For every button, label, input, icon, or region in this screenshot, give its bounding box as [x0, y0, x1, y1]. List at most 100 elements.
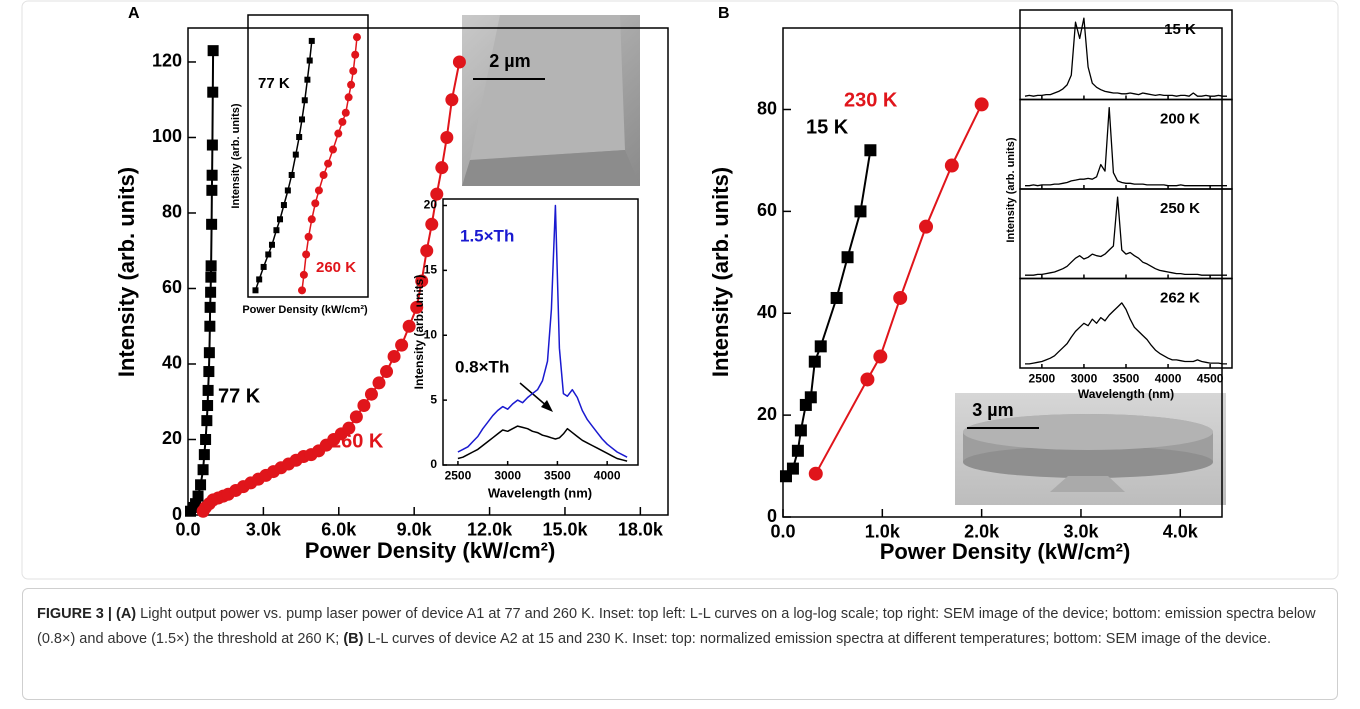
- data-point: [324, 159, 333, 168]
- annotation-arrow: [519, 382, 553, 412]
- data-point: [301, 97, 308, 104]
- data-point: [804, 391, 817, 404]
- data-point: [808, 355, 821, 368]
- y-axis-title: Intensity (arb. units): [1005, 137, 1017, 242]
- data-point: [200, 433, 212, 445]
- caption-text: L-L curves of device A2 at 15 and 230 K.…: [367, 631, 1272, 647]
- data-point: [395, 338, 409, 352]
- data-point: [292, 151, 299, 158]
- scale-bar-label: 3 µm: [972, 400, 1013, 420]
- plot-frame: [187, 27, 669, 516]
- data-point: [314, 186, 323, 195]
- y-tick-label: 0: [430, 457, 437, 471]
- plot-frame: [1019, 188, 1233, 280]
- caption-label: (B): [343, 631, 364, 647]
- x-axis-title: Power Density (kW/cm²): [880, 539, 1131, 564]
- data-point: [296, 134, 303, 141]
- data-point: [319, 170, 328, 179]
- data-point: [202, 384, 214, 396]
- series-label: 250 K: [1160, 200, 1200, 217]
- y-tick-label: 0: [172, 504, 182, 524]
- data-point: [273, 227, 280, 234]
- x-tick-label: 4500: [1197, 372, 1224, 386]
- x-tick-label: 12.0k: [467, 519, 513, 539]
- data-point: [190, 498, 202, 510]
- data-point: [304, 232, 313, 241]
- y-tick-label: 15: [424, 263, 438, 277]
- y-tick-label: 80: [162, 202, 182, 222]
- y-tick-label: 20: [424, 198, 438, 212]
- data-point: [206, 169, 218, 181]
- data-point: [205, 260, 217, 272]
- series-line: [1024, 17, 1227, 97]
- x-axis-title: Power Density (kW/cm²): [242, 304, 368, 316]
- data-point: [364, 387, 378, 401]
- data-point: [347, 80, 356, 89]
- data-point: [311, 199, 320, 208]
- x-tick-label: 0.0: [770, 521, 795, 541]
- data-point: [430, 187, 444, 201]
- x-axis-title: Wavelength (nm): [1078, 387, 1174, 401]
- y-tick-label: 10: [424, 327, 438, 341]
- x-tick-label: 1.0k: [865, 521, 901, 541]
- caption-figure: FIGURE 3 |: [37, 606, 112, 622]
- data-point: [786, 462, 799, 475]
- data-point: [204, 320, 216, 332]
- x-tick-label: 0.0: [175, 519, 200, 539]
- sem-image: 2 µm: [462, 15, 640, 186]
- series-label: 15 K: [806, 116, 849, 138]
- data-point: [206, 184, 218, 196]
- series-label: 200 K: [1160, 110, 1200, 127]
- x-tick-label: 3.0k: [1063, 521, 1099, 541]
- plot-frame: [442, 198, 639, 466]
- data-point: [864, 144, 877, 157]
- x-axis-title: Wavelength (nm): [488, 485, 592, 500]
- series-line: [1025, 196, 1227, 276]
- data-point: [410, 300, 424, 314]
- data-point: [334, 129, 343, 138]
- figure: A B 2 µm 3 µm 0.0 3.0k 6.0k 9.0k 12.0k 15.0k 1…: [21, 0, 1339, 580]
- x-tick-label: 4000: [594, 469, 621, 483]
- data-point: [841, 251, 854, 264]
- data-point: [893, 290, 908, 305]
- plot-frame: [1019, 98, 1233, 190]
- data-point: [202, 400, 214, 412]
- x-tick-label: 2500: [445, 469, 472, 483]
- data-point: [195, 479, 207, 491]
- x-tick-label: 3500: [544, 469, 571, 483]
- data-point: [277, 216, 284, 223]
- data-point: [974, 97, 989, 112]
- series-label: 230 K: [844, 89, 898, 111]
- data-point: [814, 340, 827, 353]
- y-tick-label: 80: [757, 98, 777, 118]
- series-label: 15 K: [1164, 21, 1196, 38]
- series-label: 0.8×Th: [455, 357, 509, 376]
- data-point: [415, 274, 429, 288]
- caption: FIGURE 3 | (A) Light output power vs. pu…: [22, 588, 1338, 700]
- x-tick-label: 3500: [1113, 372, 1140, 386]
- y-tick-label: 100: [152, 126, 182, 146]
- y-tick-label: 5: [430, 392, 437, 406]
- data-point: [299, 270, 308, 279]
- plot-frame: [247, 14, 369, 298]
- x-tick-label: 2500: [1029, 372, 1056, 386]
- x-tick-label: 4000: [1155, 372, 1182, 386]
- data-point: [402, 319, 416, 333]
- y-tick-label: 120: [152, 51, 182, 71]
- data-point: [860, 372, 875, 387]
- y-tick-label: 60: [757, 200, 777, 220]
- caption-text: Light output power vs. pump laser power …: [37, 606, 1316, 647]
- data-point: [265, 251, 272, 258]
- series-label: 260 K: [330, 430, 384, 452]
- figure-border: [21, 0, 1339, 580]
- data-point: [280, 202, 287, 209]
- series-label: 77 K: [218, 385, 261, 407]
- y-axis-title: Intensity (arb. units): [230, 103, 242, 208]
- plot-frame: [1019, 277, 1233, 369]
- data-point: [830, 291, 843, 304]
- x-tick-label: 15.0k: [542, 519, 588, 539]
- data-point: [919, 219, 934, 234]
- data-point: [304, 76, 311, 83]
- data-point: [302, 250, 311, 259]
- sem-image: 3 µm: [955, 393, 1226, 505]
